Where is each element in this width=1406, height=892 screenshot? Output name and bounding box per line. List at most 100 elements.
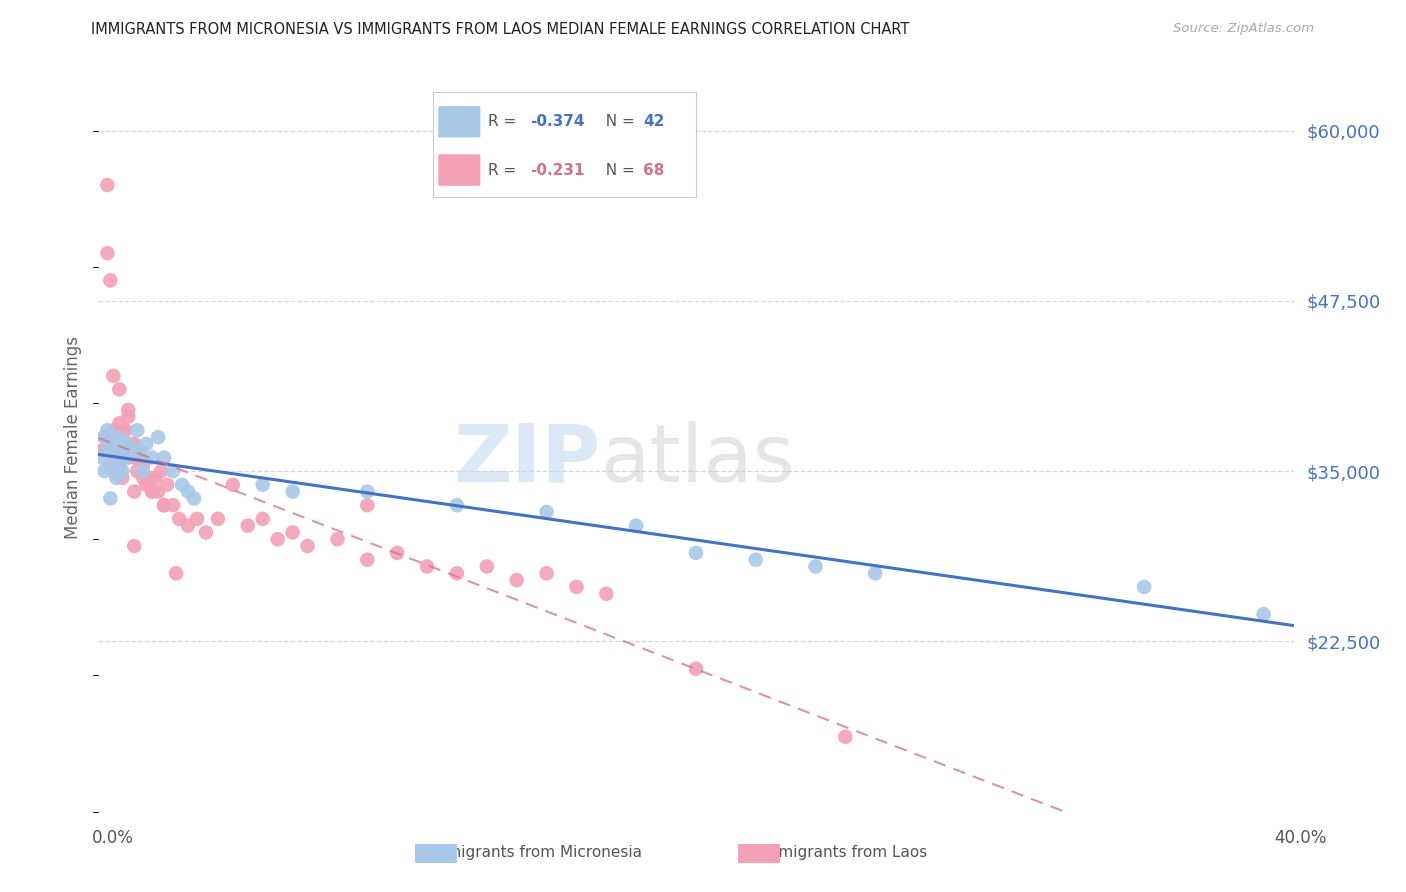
Point bbox=[252, 512, 274, 526]
Point bbox=[148, 430, 170, 444]
Point bbox=[127, 423, 149, 437]
Point bbox=[117, 402, 139, 417]
Point bbox=[103, 423, 125, 437]
Point bbox=[111, 464, 134, 478]
Point bbox=[105, 423, 128, 437]
Point bbox=[129, 443, 152, 458]
Point bbox=[446, 498, 468, 512]
Point bbox=[105, 471, 128, 485]
Point bbox=[162, 498, 184, 512]
Point bbox=[108, 383, 131, 397]
Point bbox=[281, 525, 304, 540]
Point bbox=[105, 443, 128, 458]
Point bbox=[297, 539, 319, 553]
Point bbox=[1133, 580, 1156, 594]
Point bbox=[267, 533, 290, 547]
Point bbox=[124, 484, 146, 499]
Point bbox=[127, 443, 149, 458]
Point bbox=[138, 471, 160, 485]
Point bbox=[93, 443, 115, 458]
Point bbox=[98, 491, 122, 506]
Point bbox=[804, 559, 827, 574]
Point bbox=[150, 464, 173, 478]
Point bbox=[108, 430, 131, 444]
Point bbox=[129, 443, 152, 458]
Point bbox=[132, 471, 155, 485]
Point bbox=[124, 450, 146, 465]
Point bbox=[143, 471, 166, 485]
Point bbox=[124, 539, 146, 553]
Point bbox=[111, 423, 134, 437]
Point bbox=[111, 437, 134, 451]
Point bbox=[90, 450, 112, 465]
Point bbox=[153, 498, 176, 512]
Point bbox=[536, 566, 558, 581]
Point bbox=[172, 477, 194, 491]
Point bbox=[183, 491, 205, 506]
Point bbox=[120, 437, 142, 451]
Point bbox=[1253, 607, 1275, 622]
Point bbox=[281, 484, 304, 499]
Point bbox=[105, 443, 128, 458]
Point bbox=[135, 437, 157, 451]
Point bbox=[141, 484, 163, 499]
Point bbox=[685, 546, 707, 560]
Point bbox=[141, 450, 163, 465]
Point bbox=[111, 450, 134, 465]
Point bbox=[135, 477, 157, 491]
Point bbox=[132, 458, 155, 472]
Point bbox=[93, 464, 115, 478]
Text: 40.0%: 40.0% bbox=[1274, 829, 1327, 847]
Point bbox=[117, 450, 139, 465]
Point bbox=[177, 484, 200, 499]
Y-axis label: Median Female Earnings: Median Female Earnings bbox=[65, 335, 83, 539]
Point bbox=[117, 437, 139, 451]
Point bbox=[186, 512, 208, 526]
Point bbox=[114, 423, 136, 437]
Point bbox=[114, 450, 136, 465]
Point bbox=[108, 458, 131, 472]
Text: Immigrants from Laos: Immigrants from Laos bbox=[759, 846, 928, 860]
Point bbox=[98, 273, 122, 287]
Point bbox=[416, 559, 439, 574]
Point bbox=[326, 533, 349, 547]
Text: 0.0%: 0.0% bbox=[91, 829, 134, 847]
Point bbox=[506, 573, 529, 587]
Point bbox=[103, 443, 125, 458]
Point bbox=[446, 566, 468, 581]
Text: atlas: atlas bbox=[600, 420, 794, 499]
Text: Immigrants from Micronesia: Immigrants from Micronesia bbox=[427, 846, 641, 860]
Point bbox=[117, 409, 139, 424]
Text: Source: ZipAtlas.com: Source: ZipAtlas.com bbox=[1174, 22, 1315, 36]
Point bbox=[90, 443, 112, 458]
Point bbox=[565, 580, 588, 594]
Point bbox=[252, 477, 274, 491]
Point bbox=[132, 464, 155, 478]
Point bbox=[103, 464, 125, 478]
Point bbox=[124, 437, 146, 451]
Point bbox=[141, 484, 163, 499]
Point bbox=[96, 423, 118, 437]
Point bbox=[103, 458, 125, 472]
Point bbox=[475, 559, 498, 574]
Point bbox=[98, 437, 122, 451]
Point bbox=[685, 662, 707, 676]
Point bbox=[536, 505, 558, 519]
Point bbox=[148, 484, 170, 499]
Point bbox=[124, 443, 146, 458]
Point bbox=[127, 464, 149, 478]
Point bbox=[103, 368, 125, 383]
Point bbox=[108, 417, 131, 431]
Point bbox=[156, 477, 179, 491]
Point bbox=[834, 730, 856, 744]
Point bbox=[165, 566, 187, 581]
Point bbox=[96, 443, 118, 458]
Point bbox=[98, 458, 122, 472]
Point bbox=[207, 512, 229, 526]
Point bbox=[865, 566, 887, 581]
Text: IMMIGRANTS FROM MICRONESIA VS IMMIGRANTS FROM LAOS MEDIAN FEMALE EARNINGS CORREL: IMMIGRANTS FROM MICRONESIA VS IMMIGRANTS… bbox=[91, 22, 910, 37]
Point bbox=[356, 484, 378, 499]
Point bbox=[114, 443, 136, 458]
Point bbox=[385, 546, 409, 560]
Point bbox=[96, 246, 118, 260]
